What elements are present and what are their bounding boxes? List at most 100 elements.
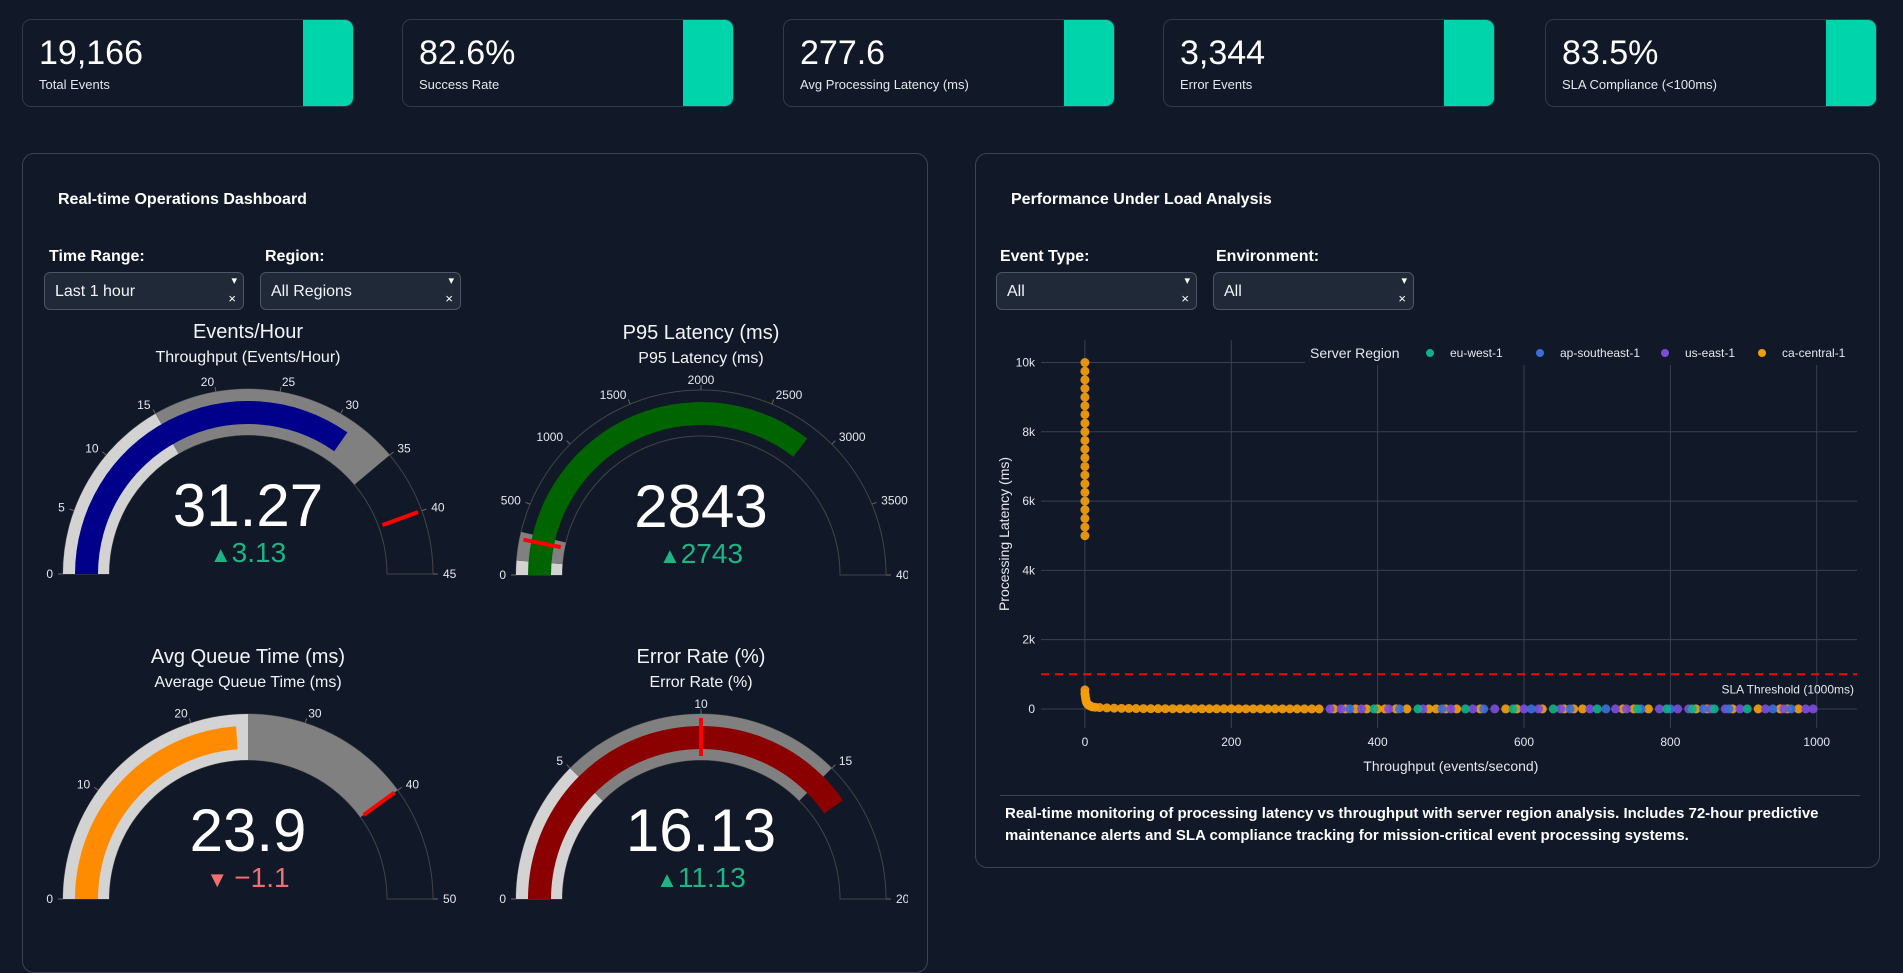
kpi-value: 277.6 [800,34,886,72]
series-ca-central-1 [1080,358,1803,714]
gauge-tick [214,386,217,392]
clear-icon[interactable]: × [445,291,453,306]
chevron-down-icon[interactable]: ▾ [448,275,454,287]
data-point [1080,453,1090,463]
data-point [1801,704,1811,714]
kpi-accent-bar [303,20,353,106]
data-point [1565,704,1575,714]
x-tick-label: 400 [1368,735,1388,749]
delta-up-icon: ▲ [210,542,232,567]
gauge-bar [75,726,238,899]
panel-title: Real-time Operations Dashboard [58,191,307,208]
region-label: Region: [265,248,325,265]
kpi-value: 83.5% [1562,34,1659,72]
data-point [1724,704,1734,714]
data-point [1278,704,1288,714]
chevron-down-icon[interactable]: ▾ [1401,275,1407,287]
gauge-value: 23.9 [190,797,307,864]
data-point [1643,704,1653,714]
gauge-delta: ▼ −1.1 [206,862,289,893]
data-point [1219,704,1229,714]
legend-marker [1426,349,1434,357]
data-point [1117,703,1127,713]
legend-item-eu-west-1: eu-west-1 [1426,346,1503,360]
gauge-4: 0 5 10 15 20 Error Rate (%) Error Rate (%) 16.1… [499,646,908,906]
data-point [1138,704,1148,714]
gauge-tick-label: 50 [443,892,457,906]
gauge-tick [188,718,192,724]
gauge-step [248,714,398,818]
data-point [1080,444,1090,454]
kpi-accent-bar [1064,20,1114,106]
kpi-card-total-events: 19,166 Total Events [22,19,354,107]
gauge-tick-label: 40 [406,777,420,791]
gauge-tick-label: 0 [46,892,53,906]
gauge-tick-label: 20 [896,892,908,906]
data-point [1413,704,1423,714]
data-point [1345,704,1355,714]
data-point [1080,401,1090,411]
data-point [1080,531,1090,541]
gauge-tick-label: 15 [839,754,853,768]
gauge-tick-label: 30 [346,398,360,412]
gauge-title: Events/Hour [193,321,303,343]
data-point [1095,703,1105,713]
gauge-title: Avg Queue Time (ms) [151,646,345,668]
data-point [1808,704,1818,714]
data-point [1124,703,1134,713]
gauge-tick-label: 5 [556,754,563,768]
panel-title: Performance Under Load Analysis [1011,191,1272,208]
gauge-tick-label: 10 [85,442,99,456]
gauge-tick-label: 40 [431,500,445,514]
data-point [1212,704,1222,714]
data-point [1248,704,1258,714]
x-tick-label: 1000 [1803,735,1830,749]
data-point [1357,704,1367,714]
data-point [1336,704,1346,714]
region-dropdown[interactable]: All Regions ▾ × [260,272,461,310]
x-axis-title: Throughput (events/second) [1363,758,1538,774]
legend-title: Server Region [1310,345,1400,361]
x-tick-label: 600 [1514,735,1534,749]
gauge-threshold [381,510,419,527]
chart-description: Real-time monitoring of processing laten… [1005,805,1819,844]
data-point [1395,704,1405,714]
event-type-dropdown[interactable]: All ▾ × [996,272,1197,310]
gauge-threshold [523,537,562,550]
delta-down-icon: ▼ [206,867,234,892]
chevron-down-icon[interactable]: ▾ [1184,275,1190,287]
data-point [1753,704,1763,714]
environment-dropdown[interactable]: All ▾ × [1213,272,1414,310]
y-tick-label: 6k [1022,494,1036,508]
gauge-tick [627,399,631,405]
legend-item-us-east-1: us-east-1 [1661,346,1735,360]
gauge-tick-label: 0 [499,892,506,906]
clear-icon[interactable]: × [1181,291,1189,306]
clear-icon[interactable]: × [1398,291,1406,306]
time-range-dropdown[interactable]: Last 1 hour ▾ × [44,272,244,310]
data-point [1080,435,1090,445]
data-point [1698,704,1708,714]
data-point [1556,704,1566,714]
clear-icon[interactable]: × [228,291,236,306]
data-point [1654,704,1664,714]
sla-threshold-label: SLA Threshold (1000ms) [1721,682,1854,696]
gauge-tick [279,386,282,392]
data-point [1768,704,1778,714]
event-type-label: Event Type: [1000,248,1090,265]
data-point [1687,704,1697,714]
gauge-tick [566,764,571,769]
gauge-bar [75,401,348,574]
gauge-tick [397,786,403,791]
chevron-down-icon[interactable]: ▾ [231,275,237,287]
gauge-subtitle: P95 Latency (ms) [638,350,763,367]
gauge-tick-label: 45 [443,567,457,581]
data-point [1080,505,1090,515]
data-point [1080,409,1090,419]
data-point [1578,704,1588,714]
data-point [1080,470,1090,480]
dropdown-value: All Regions [271,283,352,300]
gauge-delta: ▲2743 [659,538,743,569]
kpi-label: Avg Processing Latency (ms) [800,77,969,92]
data-point [1526,704,1536,714]
